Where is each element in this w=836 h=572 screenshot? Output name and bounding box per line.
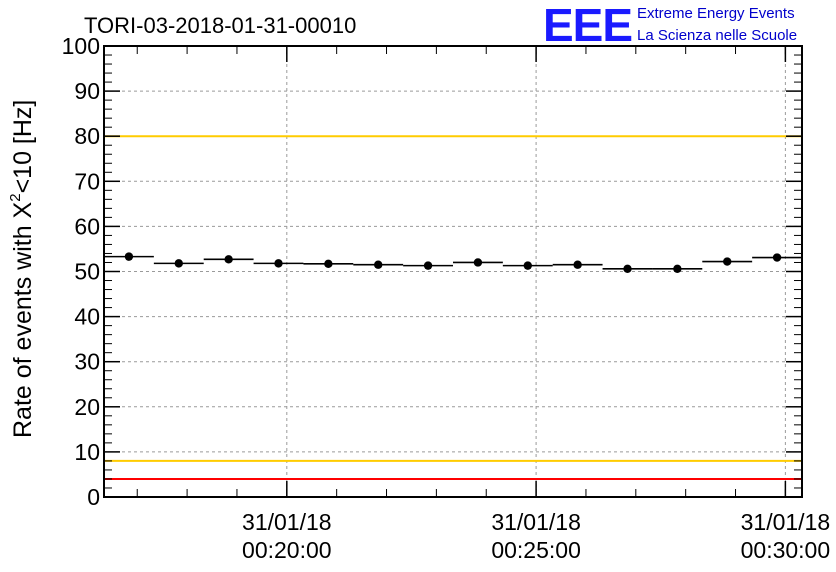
y-tick-label-50: 50 bbox=[74, 259, 100, 285]
x-tick-date-2: 31/01/18 bbox=[741, 509, 831, 535]
eee-logo: EEE Extreme Energy Events La Scienza nel… bbox=[543, 0, 797, 51]
x-tick-time-0: 00:20:00 bbox=[242, 537, 332, 563]
logo-line-1: Extreme Energy Events bbox=[637, 5, 795, 22]
y-tick-label-60: 60 bbox=[74, 213, 100, 239]
y-axis-label: Rate of events with X2<10 [Hz] bbox=[7, 100, 37, 438]
data-point-4 bbox=[324, 259, 333, 269]
y-axis-label-superscript: 2 bbox=[7, 193, 24, 201]
data-point-11 bbox=[673, 264, 682, 273]
data-point-1 bbox=[174, 259, 183, 268]
data-point-10 bbox=[623, 264, 632, 273]
logo-mark: EEE bbox=[543, 0, 632, 51]
y-tick-label-20: 20 bbox=[74, 394, 100, 420]
data-point-3 bbox=[274, 259, 283, 268]
data-point-9 bbox=[573, 260, 582, 269]
y-axis-label-suffix: <10 [Hz] bbox=[9, 100, 37, 194]
y-tick-label-70: 70 bbox=[74, 168, 100, 194]
y-tick-label-100: 100 bbox=[62, 33, 100, 59]
data-point-2 bbox=[224, 255, 233, 264]
data-point-13 bbox=[772, 253, 782, 262]
grid bbox=[104, 46, 802, 497]
logo-line-2: La Scienza nelle Scuole bbox=[637, 27, 797, 44]
x-tick-date-0: 31/01/18 bbox=[242, 509, 332, 535]
data-point-6 bbox=[423, 261, 433, 270]
data-point-8 bbox=[523, 261, 532, 270]
y-tick-label-80: 80 bbox=[74, 123, 100, 149]
axes: 010203040506070809010031/01/1800:20:0031… bbox=[62, 33, 831, 563]
chart-title: TORI-03-2018-01-31-00010 bbox=[84, 13, 356, 38]
data-point-7 bbox=[473, 258, 483, 267]
y-tick-label-0: 0 bbox=[87, 484, 100, 510]
y-tick-label-10: 10 bbox=[74, 439, 100, 465]
y-axis-label-main: Rate of events with X bbox=[9, 201, 37, 438]
data-point-0 bbox=[124, 252, 134, 261]
data-point-12 bbox=[723, 257, 732, 266]
y-tick-label-90: 90 bbox=[74, 78, 100, 104]
x-tick-time-2: 00:30:00 bbox=[741, 537, 831, 563]
data-point-5 bbox=[374, 260, 383, 269]
x-tick-date-1: 31/01/18 bbox=[491, 509, 581, 535]
x-tick-time-1: 00:25:00 bbox=[491, 537, 581, 563]
y-tick-label-40: 40 bbox=[74, 304, 100, 330]
y-tick-label-30: 30 bbox=[74, 349, 100, 375]
data-series bbox=[104, 252, 802, 273]
